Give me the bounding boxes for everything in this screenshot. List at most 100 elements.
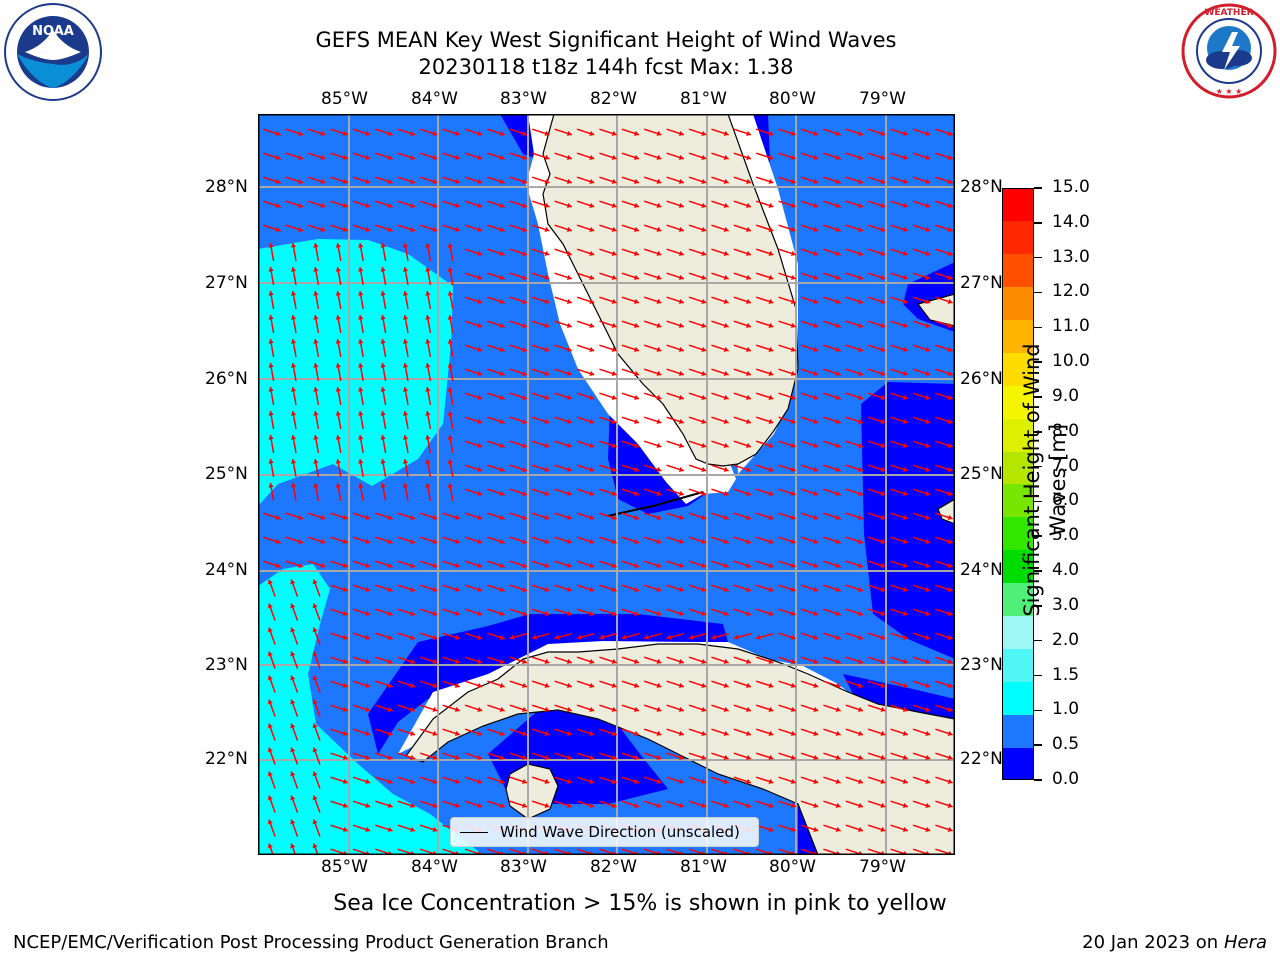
- wave-arrow-head: [858, 802, 863, 808]
- wave-arrow-head: [768, 490, 774, 496]
- wave-arrow-head: [522, 442, 527, 448]
- wave-arrow-head: [499, 154, 505, 160]
- wave-arrow-head: [477, 562, 483, 568]
- wave-arrow-head: [611, 442, 617, 448]
- wave-arrow-head: [522, 298, 527, 304]
- wave-arrow-head: [835, 658, 841, 664]
- wave-arrow-head: [432, 754, 438, 760]
- wave-arrow-head: [925, 514, 931, 520]
- wave-arrow-head: [566, 706, 572, 712]
- wave-arrow-head: [544, 658, 550, 664]
- wave-arrow-head: [380, 363, 386, 368]
- wave-arrow-head: [365, 826, 371, 832]
- wave-arrow-head: [947, 562, 953, 568]
- wave-arrow-head: [267, 819, 273, 825]
- wave-arrow-head: [499, 346, 505, 352]
- wave-arrow-head: [267, 627, 273, 633]
- map-panel: Wind Wave Direction (unscaled): [258, 114, 955, 855]
- wave-arrow-head: [746, 706, 751, 712]
- wave-arrow-head: [544, 466, 550, 472]
- wave-arrow-head: [387, 202, 393, 208]
- wave-arrow-head: [880, 274, 886, 280]
- wave-arrow-head: [425, 339, 431, 344]
- wave-arrow-head: [267, 843, 273, 849]
- wave-arrow-head: [947, 130, 953, 136]
- wave-arrow-head: [365, 514, 371, 520]
- colorbar-segment: [1002, 747, 1034, 781]
- wave-arrow-head: [813, 490, 819, 496]
- wave-arrow-head: [454, 562, 460, 568]
- wave-arrow-head: [402, 411, 409, 416]
- wave-arrow-head: [312, 603, 318, 609]
- wave-arrow-head: [880, 466, 886, 472]
- wave-arrow-head: [402, 483, 409, 488]
- wave-arrow-head: [723, 658, 729, 664]
- wave-arrow-head: [701, 346, 707, 352]
- wave-arrow-head: [634, 682, 639, 688]
- wave-arrow-head: [342, 178, 348, 184]
- wave-arrow-head: [746, 202, 751, 208]
- wave-arrow-head: [290, 699, 296, 705]
- lon-label-bottom-85: 85°W: [321, 857, 368, 877]
- wave-arrow-head: [477, 802, 483, 808]
- wave-arrow-head: [358, 483, 364, 488]
- wave-arrow-head: [835, 802, 841, 808]
- wave-arrow-head: [387, 658, 393, 664]
- wave-arrow-head: [477, 274, 483, 280]
- wave-arrow-head: [410, 226, 415, 232]
- wave-arrow-head: [380, 435, 386, 440]
- wave-arrow-head: [902, 802, 908, 808]
- colorbar-tick-mark: [1034, 431, 1042, 433]
- wave-arrow-head: [902, 130, 908, 136]
- wave-arrow-head: [566, 178, 572, 184]
- wave-arrow-head: [267, 747, 273, 753]
- wave-arrow-head: [634, 586, 639, 592]
- wave-arrow-head: [880, 490, 886, 496]
- wave-arrow-head: [522, 514, 527, 520]
- wave-arrow-head: [410, 610, 415, 616]
- wave-arrow-head: [723, 514, 729, 520]
- wave-arrow-head: [880, 442, 886, 448]
- wave-arrow-head: [611, 202, 617, 208]
- wave-arrow-head: [790, 322, 796, 328]
- wave-arrow-head: [589, 538, 595, 544]
- wave-arrow-head: [447, 435, 453, 440]
- wave-arrow-head: [544, 682, 550, 688]
- wave-arrow-head: [432, 562, 438, 568]
- wave-arrow-head: [320, 154, 326, 160]
- wave-arrow-head: [746, 322, 751, 328]
- wave-arrow-head: [611, 154, 617, 160]
- wave-arrow-head: [746, 730, 751, 736]
- wave-arrow-head: [358, 315, 364, 320]
- colorbar-tick-mark: [1034, 361, 1042, 363]
- colorbar-tick-mark: [1034, 709, 1042, 712]
- wave-arrow-head: [298, 562, 303, 568]
- wave-arrow-head: [880, 298, 886, 304]
- wave-arrow-head: [723, 562, 729, 568]
- wave-arrow-head: [432, 202, 438, 208]
- lon-label-top-80: 80°W: [769, 89, 816, 109]
- wave-arrow-head: [275, 154, 281, 160]
- wave-arrow-head: [835, 442, 841, 448]
- wave-arrow-head: [925, 586, 931, 592]
- wave-arrow-head: [858, 514, 863, 520]
- wave-arrow-head: [499, 634, 505, 640]
- wave-arrow-head: [335, 363, 341, 368]
- wave-arrow-head: [454, 538, 460, 544]
- wave-arrow-head: [656, 490, 662, 496]
- wave-arrow-head: [634, 538, 639, 544]
- wave-arrow-head: [454, 586, 460, 592]
- wave-arrow-head: [312, 651, 318, 657]
- wave-arrow-head: [477, 730, 483, 736]
- wave-arrow-head: [746, 610, 751, 616]
- wave-arrow-head: [290, 843, 296, 849]
- wave-arrow-head: [447, 411, 453, 416]
- wave-arrow-head: [768, 754, 774, 760]
- wave-arrow-head: [947, 826, 953, 832]
- wave-arrow-head: [544, 754, 550, 760]
- wave-arrow-head: [589, 202, 595, 208]
- wave-arrow-head: [544, 802, 550, 808]
- wave-arrow-head: [723, 778, 729, 784]
- wave-arrow-head: [522, 250, 527, 256]
- lon-label-bottom-82: 82°W: [590, 857, 637, 877]
